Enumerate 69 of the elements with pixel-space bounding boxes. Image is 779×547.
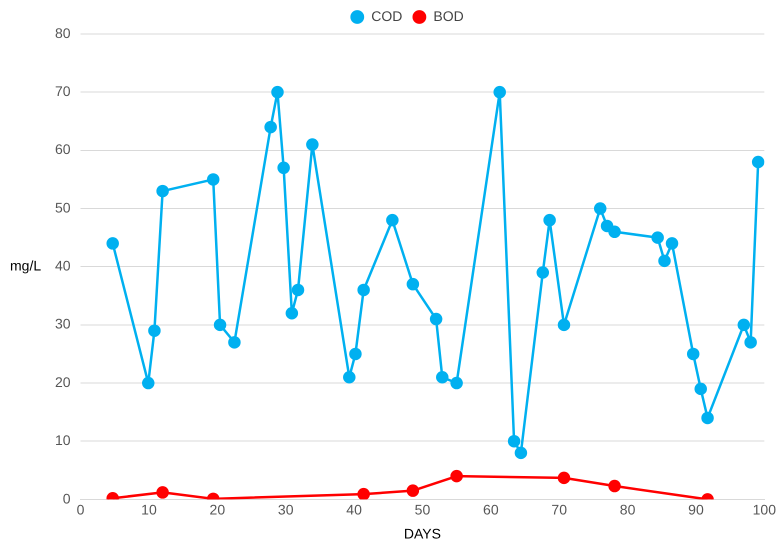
point — [264, 120, 277, 134]
x-tick-label: 20 — [210, 502, 226, 518]
point — [558, 318, 570, 332]
y-tick-label: 50 — [54, 199, 71, 216]
legend-label: BOD — [433, 8, 464, 24]
y-tick-label: 30 — [54, 316, 71, 332]
point — [608, 480, 621, 492]
point — [357, 488, 370, 500]
x-tick-label: 40 — [346, 502, 362, 518]
x-tick-label: 70 — [551, 502, 568, 518]
point — [543, 214, 556, 226]
point — [306, 138, 319, 151]
y-tick-label: 80 — [54, 24, 71, 41]
x-axis-title: DAYS — [404, 525, 441, 542]
point — [430, 312, 442, 326]
legend-label: COD — [371, 8, 402, 24]
point — [536, 266, 550, 279]
point — [450, 470, 463, 482]
y-tick-label: 10 — [54, 432, 71, 448]
point — [701, 412, 714, 424]
point — [156, 184, 169, 198]
x-tick-label: 60 — [483, 502, 499, 518]
point — [271, 86, 284, 98]
point — [406, 484, 420, 497]
point — [514, 446, 528, 460]
point — [686, 348, 700, 360]
point — [738, 318, 750, 332]
point — [651, 231, 664, 244]
point — [156, 486, 169, 499]
point — [436, 370, 449, 384]
point — [357, 284, 370, 296]
x-tick-label: 30 — [278, 502, 294, 518]
y-tick-label: 0 — [62, 490, 71, 506]
point — [142, 376, 155, 390]
y-axis-title: mg/L — [10, 258, 42, 274]
point — [228, 336, 241, 349]
point — [493, 86, 506, 98]
x-tick-label: 50 — [414, 502, 430, 518]
point — [292, 284, 304, 296]
point — [508, 434, 520, 448]
y-tick-label: 20 — [54, 374, 71, 390]
x-tick-label: 90 — [688, 502, 704, 518]
point — [744, 336, 757, 349]
point — [666, 237, 678, 250]
point — [349, 348, 362, 360]
point — [558, 472, 570, 484]
point — [286, 306, 298, 320]
x-tick-label: 10 — [141, 502, 157, 518]
point — [658, 254, 671, 268]
point — [752, 156, 764, 168]
point — [214, 318, 226, 332]
point — [343, 370, 356, 384]
point — [148, 324, 161, 337]
y-tick-label: 70 — [54, 83, 71, 100]
point — [450, 376, 463, 390]
x-tick-label: 100 — [752, 502, 776, 518]
x-tick-label: 0 — [76, 502, 85, 518]
x-tick-label: 80 — [620, 502, 636, 518]
point — [386, 214, 399, 226]
point — [600, 220, 614, 232]
point — [694, 382, 707, 396]
point — [406, 278, 420, 290]
point — [277, 162, 290, 174]
point — [608, 226, 621, 238]
y-tick-label: 40 — [54, 258, 71, 274]
point — [594, 202, 606, 215]
point — [106, 237, 119, 250]
point — [206, 173, 220, 186]
y-tick-label: 60 — [54, 141, 71, 158]
